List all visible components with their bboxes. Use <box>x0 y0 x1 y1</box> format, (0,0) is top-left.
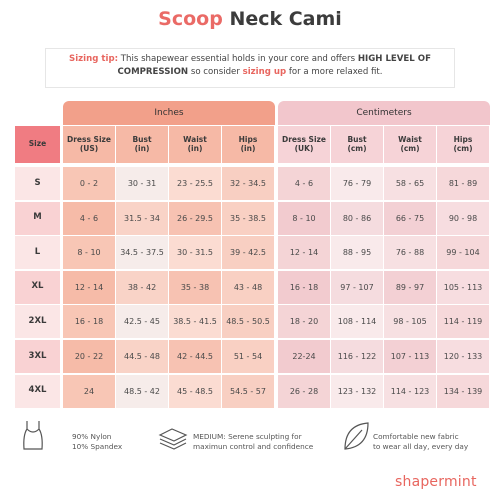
value-cell: 88 - 95 <box>331 236 383 270</box>
title-rest: Neck Cami <box>229 8 342 30</box>
value-cell: 32 - 34.5 <box>222 167 274 200</box>
value-cell: 97 - 107 <box>331 270 383 304</box>
value-cell: 81 - 89 <box>437 167 489 200</box>
tip-segment: HIGH LEVEL OF COMPRESSION <box>117 54 431 77</box>
tip-segment: so consider <box>188 67 243 77</box>
value-cell: 80 - 86 <box>331 201 383 235</box>
value-cell: 48.5 - 50.5 <box>222 305 274 339</box>
value-cell: 39 - 42.5 <box>222 236 274 270</box>
value-cell: 20 - 22 <box>63 340 115 373</box>
title: Scoop Neck Cami <box>0 8 500 30</box>
value-cell: 35 - 38.5 <box>222 201 274 235</box>
tip-segment: for a more relaxed fit. <box>286 67 383 77</box>
value-cell: 98 - 105 <box>384 305 436 339</box>
size-cell: 4XL <box>15 374 60 408</box>
tip-segment: sizing up <box>242 67 287 77</box>
value-cell: 23 - 25.5 <box>169 167 221 200</box>
value-cell: 34.5 - 37.5 <box>116 236 168 270</box>
value-cell: 30 - 31.5 <box>169 236 221 270</box>
tip-segment: This shapewear essential holds in your c… <box>118 54 358 64</box>
value-cell: 12 - 14 <box>278 236 330 270</box>
value-cell: 114 - 119 <box>437 305 489 339</box>
value-cell: 38 - 42 <box>116 270 168 304</box>
value-cell: 105 - 113 <box>437 270 489 304</box>
value-cell: 120 - 133 <box>437 340 489 373</box>
column-header: Bust (cm) <box>331 126 383 163</box>
value-cell: 4 - 6 <box>278 167 330 200</box>
value-cell: 8 - 10 <box>278 201 330 235</box>
value-cell: 44.5 - 48 <box>116 340 168 373</box>
value-cell: 48.5 - 42 <box>116 374 168 408</box>
value-cell: 12 - 14 <box>63 270 115 304</box>
size-cell: 3XL <box>15 340 60 373</box>
column-header: Dress Size (US) <box>63 126 115 163</box>
value-cell: 76 - 88 <box>384 236 436 270</box>
size-cell: M <box>15 201 60 235</box>
value-cell: 54.5 - 57 <box>222 374 274 408</box>
value-cell: 22-24 <box>278 340 330 373</box>
value-cell: 58 - 65 <box>384 167 436 200</box>
size-cell: XL <box>15 270 60 304</box>
value-cell: 108 - 114 <box>331 305 383 339</box>
size-cell: 2XL <box>15 305 60 339</box>
value-cell: 89 - 97 <box>384 270 436 304</box>
tip-segment: Sizing tip: <box>69 54 119 64</box>
group-header: Centimeters <box>278 101 490 125</box>
title-accent: Scoop <box>158 8 223 30</box>
value-cell: 42.5 - 45 <box>116 305 168 339</box>
value-cell: 107 - 113 <box>384 340 436 373</box>
feature-text: MEDIUM: Serene sculpting for maximun con… <box>193 432 314 451</box>
column-header: Dress Size (UK) <box>278 126 330 163</box>
value-cell: 51 - 54 <box>222 340 274 373</box>
footer-icons <box>23 421 369 450</box>
column-header: Hips (in) <box>222 126 274 163</box>
value-cell: 31.5 - 34 <box>116 201 168 235</box>
sizing-tip: Sizing tip: This shapewear essential hol… <box>45 48 455 88</box>
size-header: Size <box>15 126 60 163</box>
value-cell: 16 - 18 <box>278 270 330 304</box>
feature-text: Comfortable new fabric to wear all day, … <box>373 432 469 451</box>
value-cell: 26 - 28 <box>278 374 330 408</box>
column-header: Bust (in) <box>116 126 168 163</box>
value-cell: 123 - 132 <box>331 374 383 408</box>
value-cell: 76 - 79 <box>331 167 383 200</box>
value-cell: 38.5 - 41.5 <box>169 305 221 339</box>
value-cell: 0 - 2 <box>63 167 115 200</box>
group-header: Inches <box>63 101 275 125</box>
value-cell: 24 <box>63 374 115 408</box>
value-cell: 134 - 139 <box>437 374 489 408</box>
value-cell: 43 - 48 <box>222 270 274 304</box>
value-cell: 35 - 38 <box>169 270 221 304</box>
value-cell: 42 - 44.5 <box>169 340 221 373</box>
value-cell: 16 - 18 <box>63 305 115 339</box>
size-cell: L <box>15 236 60 270</box>
value-cell: 114 - 123 <box>384 374 436 408</box>
value-cell: 30 - 31 <box>116 167 168 200</box>
value-cell: 90 - 98 <box>437 201 489 235</box>
column-header: Hips (cm) <box>437 126 489 163</box>
column-header: Waist (in) <box>169 126 221 163</box>
feature-text: 90% Nylon 10% Spandex <box>72 432 123 451</box>
column-header: Waist (cm) <box>384 126 436 163</box>
value-cell: 18 - 20 <box>278 305 330 339</box>
size-cell: S <box>15 167 60 200</box>
value-cell: 66 - 75 <box>384 201 436 235</box>
logo: shapermint <box>395 474 477 490</box>
value-cell: 45 - 48.5 <box>169 374 221 408</box>
value-cell: 4 - 6 <box>63 201 115 235</box>
value-cell: 8 - 10 <box>63 236 115 270</box>
value-cell: 116 - 122 <box>331 340 383 373</box>
value-cell: 99 - 104 <box>437 236 489 270</box>
value-cell: 26 - 29.5 <box>169 201 221 235</box>
